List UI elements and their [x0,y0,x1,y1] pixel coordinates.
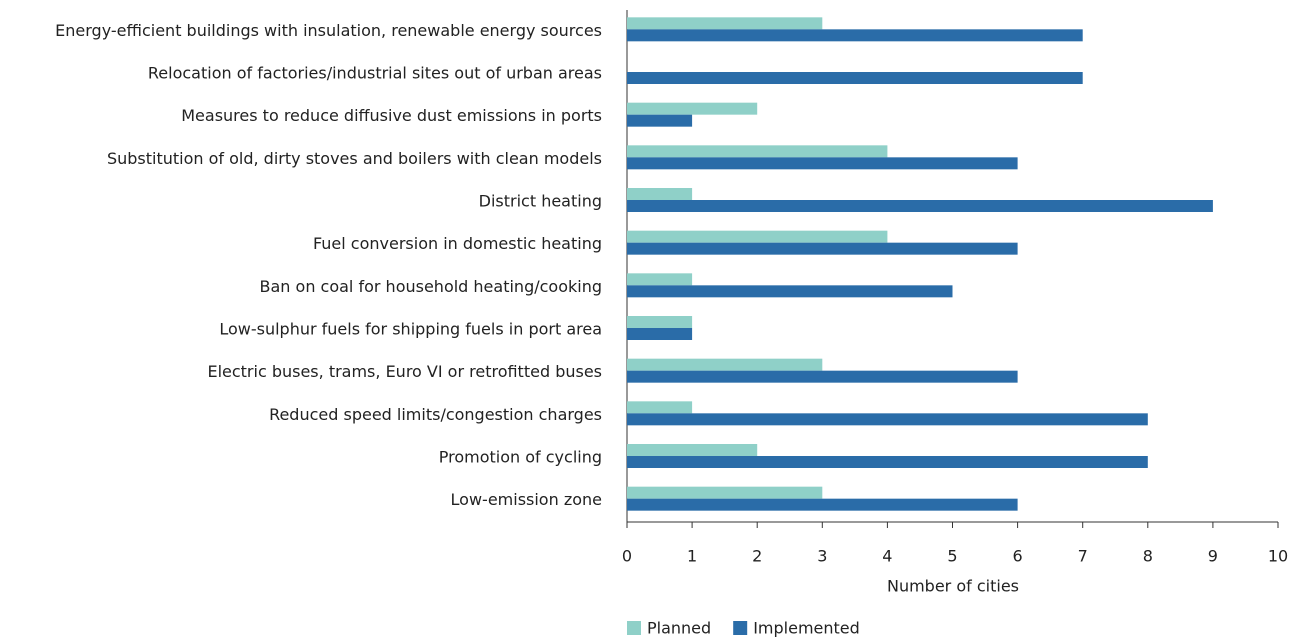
x-tick-label: 6 [1013,547,1023,566]
y-tick-label: Fuel conversion in domestic heating [313,234,602,253]
bar [627,413,1148,426]
legend-label: Implemented [753,619,860,638]
bar [627,328,693,340]
y-tick-label: Ban on coal for household heating/cookin… [260,277,602,296]
x-tick-label: 2 [752,547,762,566]
y-tick-label: Low-emission zone [451,490,602,509]
bar [627,102,758,115]
x-axis-title: Number of cities [887,577,1019,596]
y-tick-label: Measures to reduce diffusive dust emissi… [181,106,602,125]
bar [627,230,888,243]
y-tick-label: Low-sulphur fuels for shipping fuels in … [219,320,602,339]
bar [627,370,1018,383]
bar [627,188,693,200]
x-tick-label: 5 [947,547,957,566]
bar [627,444,758,456]
bar [627,242,1018,255]
x-tick-label: 8 [1143,547,1153,566]
legend-label: Planned [647,619,711,638]
x-tick-label: 1 [687,547,697,566]
bar [627,456,1148,468]
bar [627,486,823,499]
bar [627,145,888,158]
bar [627,273,693,286]
x-tick-label: 7 [1078,547,1088,566]
y-tick-label: Promotion of cycling [439,448,602,467]
bar [627,358,823,371]
x-tick-label: 10 [1268,547,1288,566]
bar [627,114,693,127]
bar [627,498,1018,511]
x-tick-label: 3 [817,547,827,566]
y-tick-label: Relocation of factories/industrial sites… [148,64,602,83]
legend-swatch [627,621,641,635]
y-tick-label: Reduced speed limits/congestion charges [269,405,602,424]
bar [627,200,1213,212]
bar [627,29,1083,42]
bar [627,316,693,328]
bar [627,401,693,414]
x-tick-label: 4 [882,547,892,566]
y-tick-label: Substitution of old, dirty stoves and bo… [107,149,602,168]
legend-swatch [733,621,748,635]
x-tick-label: 0 [622,547,632,566]
bar [627,72,1083,84]
x-tick-label: 9 [1208,547,1218,566]
bar [627,285,953,298]
y-tick-label: District heating [479,192,602,211]
y-tick-label: Electric buses, trams, Euro VI or retrof… [207,362,602,381]
bar [627,157,1018,170]
y-tick-label: Energy-efficient buildings with insulati… [55,21,602,40]
bar [627,17,823,30]
